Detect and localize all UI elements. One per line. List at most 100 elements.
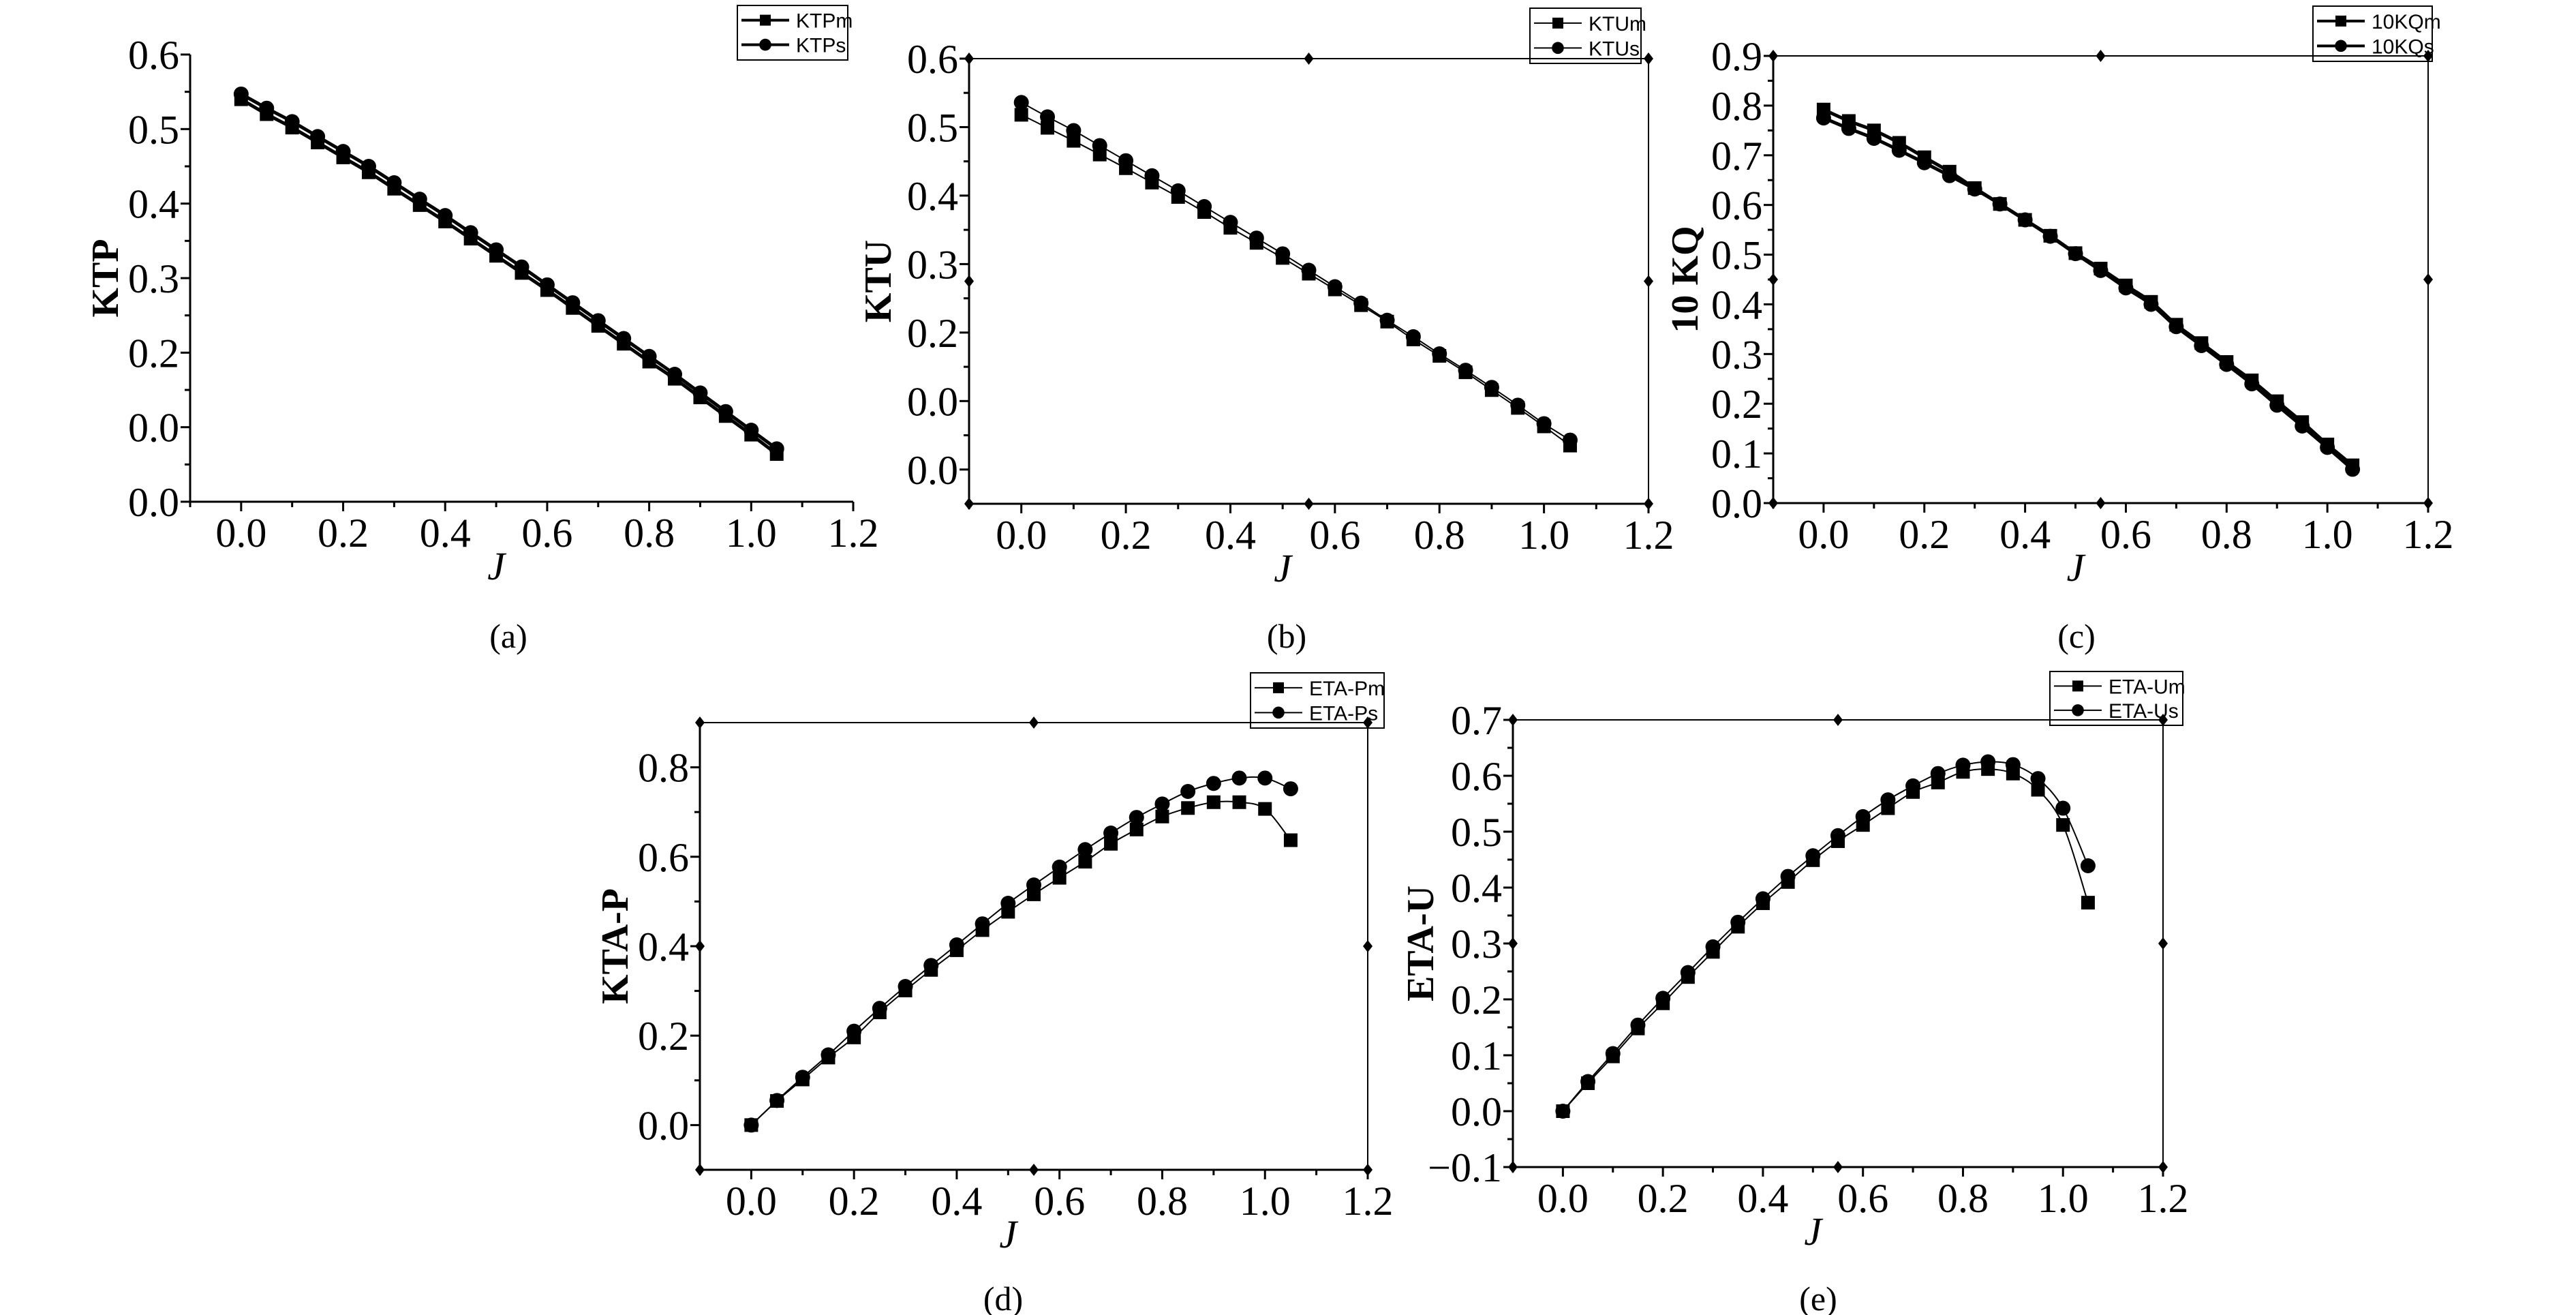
legend-label: KTPs [796,35,846,57]
frame-diamond [1363,940,1373,952]
frame-diamond [1833,714,1843,726]
data-point [463,225,478,241]
y-axis-title: 10 KQ [1664,226,1706,333]
data-point [1841,121,1856,136]
data-point [1655,991,1671,1006]
x-tick-label: 0.4 [420,511,471,556]
series-line [1822,116,2354,471]
frame-diamond [2423,50,2433,62]
y-tick-label: 0.1 [1711,432,1762,477]
data-point [1458,363,1473,378]
x-axis-title: J [1274,546,1293,590]
x-tick-label: 0.0 [1798,512,1849,557]
figure-caption: (b) [1267,617,1306,655]
x-tick-label: 0.0 [726,1179,777,1224]
frame-diamond [2158,714,2168,726]
data-point [1041,121,1055,135]
data-point [1905,778,1921,793]
y-tick-label: 0.6 [1711,183,1762,228]
data-point [769,441,784,457]
data-point [539,277,555,292]
legend-marker-square [1552,17,1563,29]
x-tick-label: 0.8 [1414,513,1465,558]
data-point [1432,346,1447,361]
data-point [1258,802,1272,816]
y-tick-label: 0.4 [638,924,689,969]
data-point [1040,109,1056,125]
data-point [1118,153,1134,168]
data-point [1000,896,1016,911]
legend-box [1529,7,1642,64]
legend-marker-circle [1552,42,1564,55]
y-tick-label: 0.2 [128,331,179,376]
series-ETA-Pm [744,795,1298,1132]
x-tick-label: 0.6 [2100,512,2151,557]
x-tick-label: 0.4 [931,1179,982,1224]
x-tick-label: 0.8 [1137,1179,1188,1224]
legend-marker-circle [2335,40,2347,52]
y-tick-label: 0.2 [638,1014,689,1059]
data-point [361,159,376,174]
series-line [1562,768,2089,1112]
data-point [1780,868,1796,884]
series-10KQs [1815,110,2361,477]
frame-diamond [2158,937,2168,950]
data-point [2068,246,2083,262]
x-tick-label: 0.2 [1101,513,1152,558]
x-tick-label: 0.2 [1638,1176,1689,1221]
data-point [1129,810,1144,826]
x-tick-label: 1.0 [2302,512,2353,557]
x-tick-label: 0.0 [996,513,1047,558]
data-point [2080,858,2096,874]
x-tick-label: 0.4 [1205,513,1256,558]
data-point [1206,795,1221,809]
y-axis-title: ETA-U [1400,886,1442,1001]
y-axis-title: KTA-P [594,888,637,1004]
y-tick-label: 0.5 [1451,810,1502,855]
data-point [743,1117,759,1133]
data-point [795,1070,810,1085]
series-line [1822,108,2354,467]
frame-diamond [2096,50,2106,62]
data-point [1232,795,1246,809]
x-tick-label: 1.0 [1518,513,1569,558]
frame-diamond [2423,273,2433,286]
y-tick-label: −0.1 [1428,1145,1502,1190]
data-point [1942,168,1957,183]
series-10KQm [1816,102,2360,472]
data-point [1170,183,1186,198]
series-KTPs [233,86,784,457]
x-tick-label: 1.0 [1240,1179,1291,1224]
data-point [1967,181,1982,197]
y-tick-label: 0.3 [1451,922,1502,967]
data-point [1992,196,2008,212]
y-tick-label: 0.0 [638,1103,689,1148]
data-point [2168,319,2184,335]
y-tick-label: 0.6 [907,37,958,82]
data-point [1026,877,1041,893]
data-point [1580,1074,1596,1089]
data-point [1231,770,1247,786]
y-tick-label: 0.8 [1711,84,1762,129]
frame-diamond [1304,52,1314,65]
legend-label: 10KQs [2372,35,2434,58]
data-point [821,1047,836,1063]
legend-marker-square [2335,15,2346,27]
data-point [1301,262,1317,278]
data-point [1077,842,1093,858]
data-point [1880,792,1896,808]
x-axis-title: J [999,1212,1019,1256]
series-ETA-Ps [743,770,1298,1133]
figure-caption: (d) [983,1280,1023,1315]
data-point [565,295,581,311]
x-tick-label: 0.0 [1537,1176,1589,1221]
data-point [1830,828,1845,843]
y-tick-label: 0.0 [1711,481,1762,526]
legend-box [1250,672,1385,729]
data-point [1014,108,1028,122]
data-point [2244,376,2260,392]
